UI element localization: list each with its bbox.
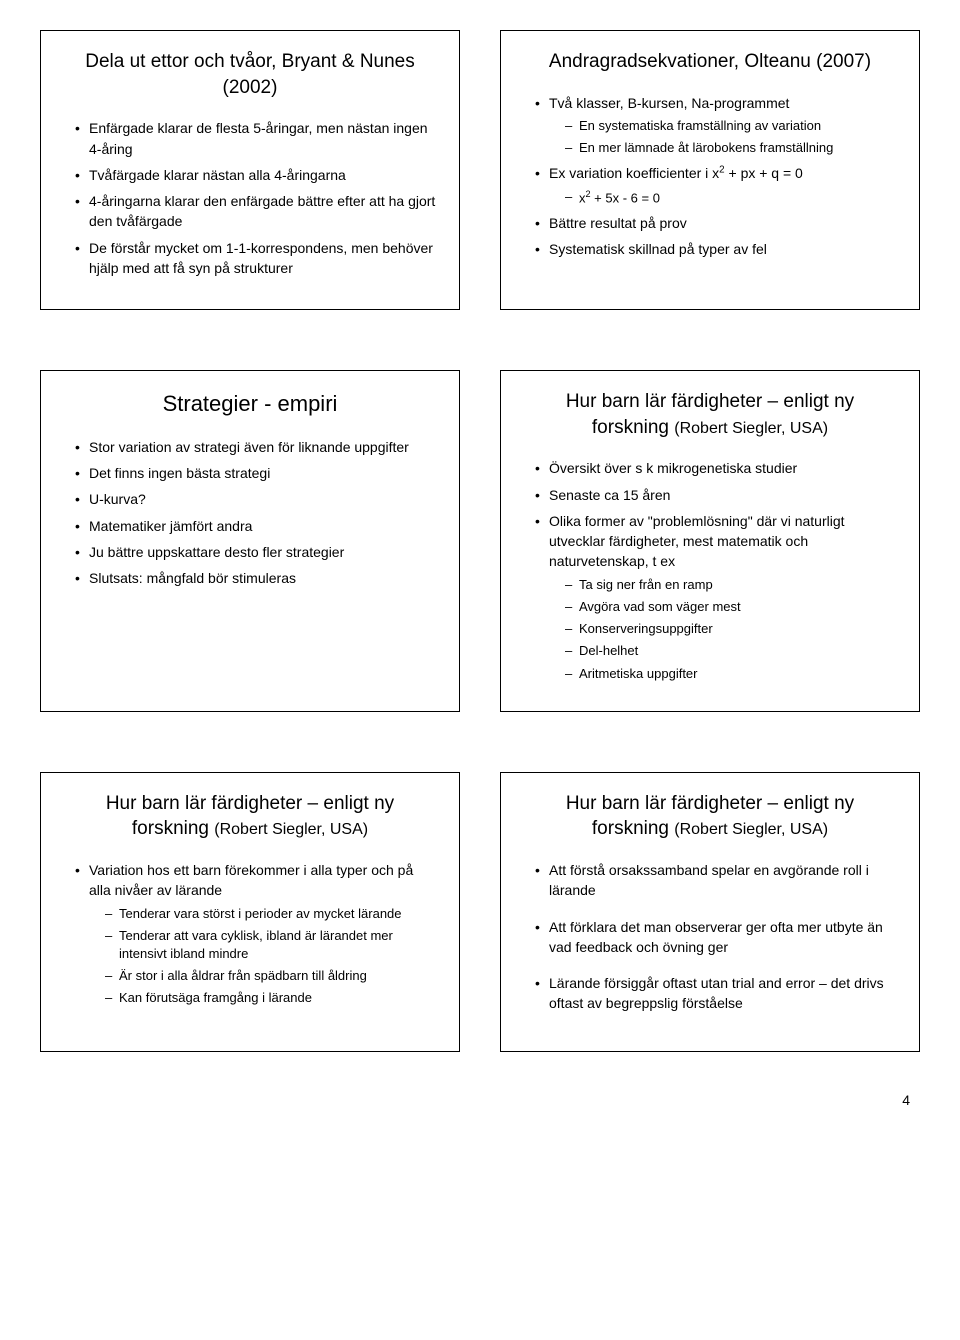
list-item: Ex variation koefficienter i x2 + px + q… bbox=[535, 163, 897, 207]
list-item-text: Att förstå orsakssamband spelar en avgör… bbox=[549, 862, 869, 898]
slide-title: Hur barn lär färdigheter – enligt nyfors… bbox=[523, 389, 897, 440]
sub-list: x2 + 5x - 6 = 0 bbox=[549, 188, 897, 208]
list-item: Slutsats: mångfald bör stimuleras bbox=[75, 568, 437, 588]
slide-title: Hur barn lär färdigheter – enligt nyfors… bbox=[523, 791, 897, 842]
sub-list-item: En systematiska framställning av variati… bbox=[565, 117, 897, 135]
list-item-text: Enfärgade klarar de flesta 5-åringar, me… bbox=[89, 120, 428, 156]
list-item: Enfärgade klarar de flesta 5-åringar, me… bbox=[75, 118, 437, 159]
list-item: Stor variation av strategi även för likn… bbox=[75, 437, 437, 457]
sub-list-item: x2 + 5x - 6 = 0 bbox=[565, 188, 897, 208]
slide-2: Andragradsekvationer, Olteanu (2007) Två … bbox=[500, 30, 920, 310]
slide-6: Hur barn lär färdigheter – enligt nyfors… bbox=[500, 772, 920, 1052]
slide-5: Hur barn lär färdigheter – enligt nyfors… bbox=[40, 772, 460, 1052]
list-item: Tvåfärgade klarar nästan alla 4-åringarn… bbox=[75, 165, 437, 185]
list-item: Två klasser, B-kursen, Na-programmet En s… bbox=[535, 93, 897, 158]
list-item-text: Bättre resultat på prov bbox=[549, 215, 687, 231]
sub-list-item: Tenderar att vara cyklisk, ibland är lär… bbox=[105, 927, 437, 963]
slide-title: Strategier - empiri bbox=[63, 389, 437, 419]
list-item-text: Senaste ca 15 åren bbox=[549, 487, 670, 503]
bullet-list: Två klasser, B-kursen, Na-programmet En s… bbox=[523, 93, 897, 260]
sub-list-item: Tenderar vara störst i perioder av mycke… bbox=[105, 905, 437, 923]
spacer bbox=[535, 963, 897, 973]
list-item: Senaste ca 15 åren bbox=[535, 485, 897, 505]
list-item: Matematiker jämfört andra bbox=[75, 516, 437, 536]
slide-title: Hur barn lär färdigheter – enligt nyfors… bbox=[63, 791, 437, 842]
slide-title: Andragradsekvationer, Olteanu (2007) bbox=[523, 49, 897, 75]
list-item-text: Ex variation koefficienter i x2 + px + q… bbox=[549, 165, 803, 181]
list-item-text: Stor variation av strategi även för likn… bbox=[89, 439, 409, 455]
list-item: Olika former av "problemlösning" där vi … bbox=[535, 511, 897, 683]
sub-list-item: Ta sig ner från en ramp bbox=[565, 576, 897, 594]
sub-list-item: Avgöra vad som väger mest bbox=[565, 598, 897, 616]
list-item: U-kurva? bbox=[75, 489, 437, 509]
bullet-list: Att förstå orsakssamband spelar en avgör… bbox=[523, 860, 897, 1014]
list-item: Översikt över s k mikrogenetiska studier bbox=[535, 458, 897, 478]
sub-list: Ta sig ner från en ramp Avgöra vad som vä… bbox=[549, 576, 897, 683]
list-item-text: Systematisk skillnad på typer av fel bbox=[549, 241, 767, 257]
sub-list-item: En mer lämnade åt lärobokens framställni… bbox=[565, 139, 897, 157]
list-item-text: U-kurva? bbox=[89, 491, 146, 507]
bullet-list: Enfärgade klarar de flesta 5-åringar, me… bbox=[63, 118, 437, 278]
list-item: Att förklara det man observerar ger ofta… bbox=[535, 917, 897, 958]
list-item-text: Översikt över s k mikrogenetiska studier bbox=[549, 460, 797, 476]
list-item-text: Lärande försiggår oftast utan trial and … bbox=[549, 975, 884, 1011]
list-item-text: Tvåfärgade klarar nästan alla 4-åringarn… bbox=[89, 167, 346, 183]
sub-list: En systematiska framställning av variati… bbox=[549, 117, 897, 157]
list-item: Systematisk skillnad på typer av fel bbox=[535, 239, 897, 259]
list-item-text: 4-åringarna klarar den enfärgade bättre … bbox=[89, 193, 435, 229]
list-item-text: De förstår mycket om 1-1-korrespondens, … bbox=[89, 240, 433, 276]
bullet-list: Variation hos ett barn förekommer i alla… bbox=[63, 860, 437, 1008]
list-item-text: Det finns ingen bästa strategi bbox=[89, 465, 270, 481]
list-item: De förstår mycket om 1-1-korrespondens, … bbox=[75, 238, 437, 279]
list-item: Bättre resultat på prov bbox=[535, 213, 897, 233]
list-item: 4-åringarna klarar den enfärgade bättre … bbox=[75, 191, 437, 232]
spacer bbox=[535, 907, 897, 917]
sub-list-item: Är stor i alla åldrar från spädbarn till… bbox=[105, 967, 437, 985]
sub-list-item: Del-helhet bbox=[565, 642, 897, 660]
list-item-text: Ju bättre uppskattare desto fler strateg… bbox=[89, 544, 344, 560]
slide-1: Dela ut ettor och tvåor, Bryant & Nunes … bbox=[40, 30, 460, 310]
bullet-list: Översikt över s k mikrogenetiska studier… bbox=[523, 458, 897, 682]
list-item: Ju bättre uppskattare desto fler strateg… bbox=[75, 542, 437, 562]
sub-list-item: Konserveringsuppgifter bbox=[565, 620, 897, 638]
list-item: Det finns ingen bästa strategi bbox=[75, 463, 437, 483]
slide-3: Strategier - empiri Stor variation av str… bbox=[40, 370, 460, 712]
bullet-list: Stor variation av strategi även för likn… bbox=[63, 437, 437, 589]
sub-list: Tenderar vara störst i perioder av mycke… bbox=[89, 905, 437, 1008]
list-item: Variation hos ett barn förekommer i alla… bbox=[75, 860, 437, 1008]
page-number: 4 bbox=[40, 1092, 920, 1108]
sub-list-item: Aritmetiska uppgifter bbox=[565, 665, 897, 683]
sub-list-item: Kan förutsäga framgång i lärande bbox=[105, 989, 437, 1007]
slide-4: Hur barn lär färdigheter – enligt nyfors… bbox=[500, 370, 920, 712]
list-item-text: Matematiker jämfört andra bbox=[89, 518, 252, 534]
list-item-text: Variation hos ett barn förekommer i alla… bbox=[89, 862, 413, 898]
list-item-text: Slutsats: mångfald bör stimuleras bbox=[89, 570, 296, 586]
slide-title: Dela ut ettor och tvåor, Bryant & Nunes … bbox=[63, 49, 437, 100]
list-item-text: Två klasser, B-kursen, Na-programmet bbox=[549, 95, 789, 111]
list-item: Lärande försiggår oftast utan trial and … bbox=[535, 973, 897, 1014]
list-item: Att förstå orsakssamband spelar en avgör… bbox=[535, 860, 897, 901]
list-item-text: Att förklara det man observerar ger ofta… bbox=[549, 919, 883, 955]
list-item-text: Olika former av "problemlösning" där vi … bbox=[549, 513, 845, 570]
slide-grid: Dela ut ettor och tvåor, Bryant & Nunes … bbox=[40, 30, 920, 1052]
